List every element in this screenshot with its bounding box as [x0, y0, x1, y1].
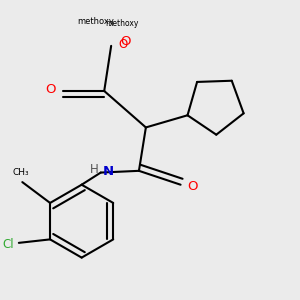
Text: O: O — [45, 83, 56, 96]
Text: O: O — [118, 38, 128, 51]
Text: Cl: Cl — [2, 238, 14, 251]
Text: H: H — [90, 163, 99, 176]
Text: methoxy: methoxy — [77, 17, 114, 26]
Text: CH₃: CH₃ — [12, 168, 29, 177]
Text: O: O — [120, 35, 130, 48]
Text: O: O — [188, 180, 198, 193]
Text: methoxy: methoxy — [105, 19, 138, 28]
Text: N: N — [103, 165, 114, 178]
